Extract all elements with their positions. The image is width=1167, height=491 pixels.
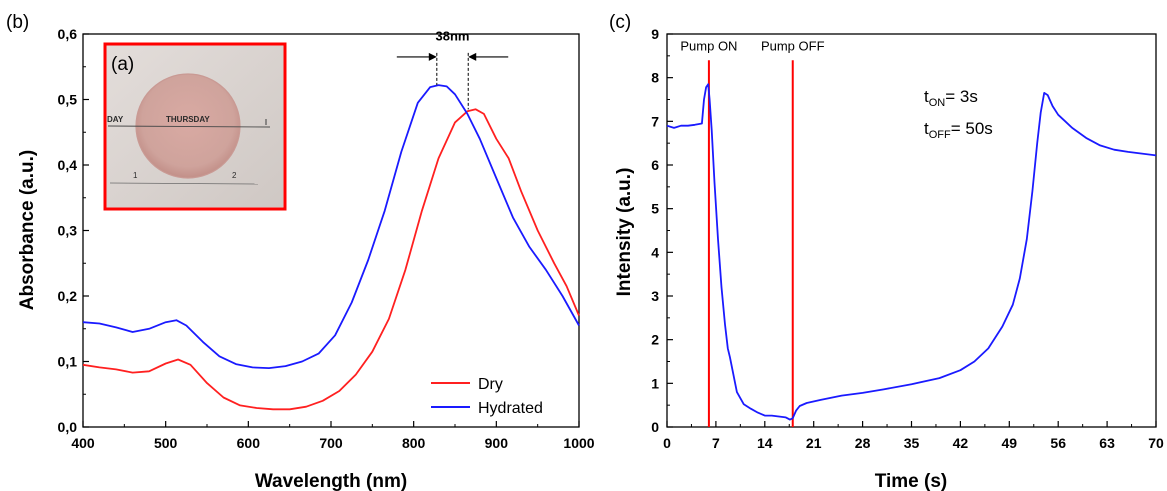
inset-label-a: (a) <box>111 54 134 75</box>
y-axis-title-b: Absorbance (a.u.) <box>17 150 38 310</box>
x-axis-title-c: Time (s) <box>875 471 948 491</box>
x-tick-label-b: 900 <box>485 435 509 451</box>
series-group-b <box>82 84 580 411</box>
y-tick-label-c: 8 <box>651 70 659 86</box>
inset-line-bottom <box>109 182 259 185</box>
panel-label-b: (b) <box>6 12 29 33</box>
legend-label-dry: Dry <box>478 376 503 393</box>
x-tick-label-c: 21 <box>806 435 822 451</box>
inset-text-2: 2 <box>232 171 237 180</box>
x-tick-label-b: 800 <box>402 435 426 451</box>
x-tick-label-c: 49 <box>1002 435 1018 451</box>
x-tick-label-b: 1000 <box>563 435 594 451</box>
axis-ticks-b: 400 500 600 700 800 900 1000 0,0 0,1 0,2 0,3 0,4 0,5… <box>58 26 595 451</box>
peak-shift-label: 38nm <box>436 29 470 44</box>
series-group-c <box>666 83 1157 421</box>
x-tick-label-c: 28 <box>855 435 871 451</box>
y-tick-label-b: 0,6 <box>58 26 78 42</box>
pump-markers: Pump ON Pump OFF <box>680 39 825 427</box>
t-off-annotation: tOFF= 50s <box>924 119 993 141</box>
timing-annotations: tON= 3s tOFF= 50s <box>924 87 993 141</box>
intensity-series-line <box>666 83 1157 421</box>
legend-label-hydrated: Hydrated <box>478 400 543 417</box>
x-tick-label-b: 500 <box>154 435 178 451</box>
y-tick-label-b: 0,1 <box>58 354 78 370</box>
x-tick-label-c: 42 <box>953 435 969 451</box>
inset-text-thursday: THURSDAY <box>166 115 210 124</box>
y-tick-label-c: 3 <box>651 288 659 304</box>
inset-text-day: DAY <box>107 115 124 124</box>
pump-marker-label: Pump ON <box>680 39 737 54</box>
y-tick-label-b: 0,0 <box>58 419 78 435</box>
panel-label-c: (c) <box>609 12 631 33</box>
y-tick-label-b: 0,2 <box>58 288 78 304</box>
x-tick-label-c: 14 <box>757 435 773 451</box>
y-tick-label-c: 2 <box>651 332 659 348</box>
x-tick-label-b: 400 <box>71 435 95 451</box>
peak-shift-arrowhead-left <box>428 52 437 61</box>
y-tick-label-c: 1 <box>651 375 659 391</box>
y-tick-label-c: 5 <box>651 201 659 217</box>
x-tick-label-c: 7 <box>712 435 720 451</box>
y-tick-label-c: 6 <box>651 157 659 173</box>
y-tick-label-c: 9 <box>651 26 659 42</box>
x-tick-label-c: 35 <box>904 435 920 451</box>
x-axis-title-b: Wavelength (nm) <box>255 471 407 491</box>
y-tick-label-b: 0,4 <box>58 157 78 173</box>
peak-shift-arrowhead-right <box>468 52 477 61</box>
x-tick-label-c: 70 <box>1148 435 1164 451</box>
peak-shift-annotation: 38nm <box>396 29 509 110</box>
t-on-annotation: tON= 3s <box>924 87 978 109</box>
x-tick-label-c: 56 <box>1050 435 1066 451</box>
pump-marker-label: Pump OFF <box>761 39 825 54</box>
x-tick-label-b: 600 <box>237 435 261 451</box>
absorbance-chart: (b) 400 500 600 700 800 900 1000 0,0 0,1 0,2 0,3 0,… <box>6 12 595 491</box>
series-line-dry <box>82 108 580 411</box>
x-tick-label-b: 700 <box>319 435 343 451</box>
legend-b: Dry Hydrated <box>431 376 543 417</box>
x-tick-label-c: 63 <box>1099 435 1115 451</box>
inset-photo: (a) DAY THURSDAY 1 2 <box>103 42 287 211</box>
x-tick-label-c: 0 <box>663 435 671 451</box>
plot-frame-c <box>666 33 1157 428</box>
inset-line-top <box>107 125 271 128</box>
y-axis-title-c: Intensity (a.u.) <box>614 168 635 297</box>
y-tick-label-b: 0,5 <box>58 92 78 108</box>
inset-text-1: 1 <box>133 171 138 180</box>
y-tick-label-b: 0,3 <box>58 223 78 239</box>
y-tick-label-c: 0 <box>651 419 659 435</box>
series-line-hydrated <box>82 84 580 370</box>
y-tick-label-c: 4 <box>651 244 659 260</box>
y-tick-label-c: 7 <box>651 113 659 129</box>
